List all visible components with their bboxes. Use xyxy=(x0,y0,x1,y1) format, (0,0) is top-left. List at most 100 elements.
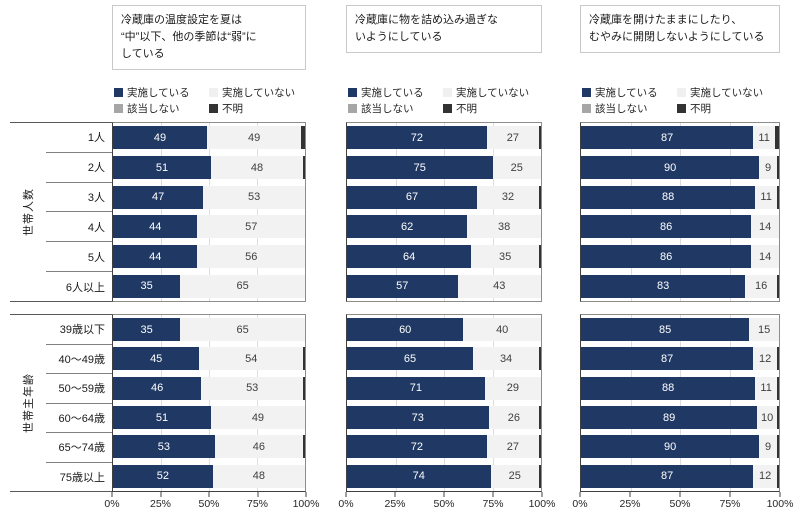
axis-tick xyxy=(160,492,161,497)
legend-label: 実施している xyxy=(127,87,190,99)
legend-label: 実施していない xyxy=(690,87,764,99)
axis-tick xyxy=(208,492,210,497)
bar-row: 67 32 xyxy=(347,182,541,212)
legend-item: 実施している xyxy=(348,85,443,100)
axis-tick xyxy=(541,492,543,497)
bar-rows: 49 49 51 48 47 53 44 57 44 56 35 65 xyxy=(113,123,305,301)
bar-segment-not-implemented: 25 xyxy=(490,464,540,488)
stacked-bar: 65 34 xyxy=(347,347,541,371)
bar-value-label: 51 xyxy=(155,411,169,424)
bar-value-label: 87 xyxy=(661,470,674,483)
bar-value-label: 51 xyxy=(155,161,169,174)
axis-tick-label: 75% xyxy=(482,498,504,510)
bar-value-label: 45 xyxy=(150,352,163,365)
bar-value-label: 85 xyxy=(659,323,672,336)
chart-panel-door-opening: 冷蔵庫を開けたままにしたり、 むやみに開閉しないようにしている 実施している 実施… xyxy=(572,0,793,520)
bar-segment-implemented: 35 xyxy=(113,274,181,298)
bar-value-label: 9 xyxy=(765,161,772,174)
bar-row: 64 35 xyxy=(347,242,541,272)
bar-segment-other xyxy=(539,435,541,459)
bar-segment-not-implemented: 27 xyxy=(486,126,540,150)
bar-value-label: 43 xyxy=(493,280,506,293)
bar-segment-implemented: 75 xyxy=(347,156,493,179)
bar-value-label: 53 xyxy=(247,191,261,204)
bar-segment-implemented: 90 xyxy=(581,156,760,179)
gridline xyxy=(680,315,681,491)
bar-segment-not-implemented: 12 xyxy=(753,464,777,488)
stacked-bar: 85 15 xyxy=(581,318,779,342)
bar-segment-implemented: 87 xyxy=(581,126,754,150)
bar-segment-implemented: 71 xyxy=(347,376,485,400)
bar-value-label: 46 xyxy=(252,440,266,453)
axis-tick-label: 100% xyxy=(528,498,556,510)
bar-value-label: 25 xyxy=(508,470,521,483)
bar-row: 72 27 xyxy=(347,123,541,153)
bar-segment-implemented: 52 xyxy=(113,464,213,488)
bar-rows: 72 27 75 25 67 32 62 38 64 35 57 43 xyxy=(347,123,541,301)
stacked-bar: 86 14 xyxy=(581,215,779,239)
chart-title: 冷蔵庫に物を詰め込み過ぎな いようにしている xyxy=(346,5,542,54)
plot-area: 85 15 87 12 88 11 89 10 90 9 87 12 xyxy=(580,314,780,492)
legend-item: 不明 xyxy=(443,101,542,116)
stacked-bar: 87 12 xyxy=(581,464,779,488)
stacked-bar: 57 43 xyxy=(347,274,541,298)
bar-segment-implemented: 51 xyxy=(113,156,211,179)
chart-title: 冷蔵庫の温度設定を夏は “中”以下、他の季節は“弱”に している xyxy=(112,5,306,71)
bar-row: 88 11 xyxy=(581,374,779,403)
group-label: 世帯人数 xyxy=(23,188,35,236)
bar-segment-implemented: 83 xyxy=(581,274,746,298)
x-axis: 0% 25% 50% 75% 100% xyxy=(104,492,319,516)
bar-segment-implemented: 86 xyxy=(581,215,752,239)
bar-value-label: 11 xyxy=(760,191,772,204)
stacked-bar: 35 65 xyxy=(113,318,305,342)
axis-tick xyxy=(345,492,347,497)
bar-value-label: 88 xyxy=(661,191,675,204)
gridline xyxy=(492,123,494,301)
bar-value-label: 89 xyxy=(662,411,676,424)
bar-row: 51 49 xyxy=(113,403,305,432)
bar-value-label: 16 xyxy=(755,280,768,293)
bar-segment-not-implemented: 11 xyxy=(753,126,776,150)
bar-value-label: 35 xyxy=(140,280,153,293)
bar-value-label: 65 xyxy=(236,323,249,336)
group-label-cell: 世帯主年齢 xyxy=(10,315,46,491)
bar-value-label: 90 xyxy=(663,440,677,453)
chart-title: 冷蔵庫を開けたままにしたり、 むやみに開閉しないようにしている xyxy=(580,5,780,54)
bar-segment-implemented: 87 xyxy=(581,347,754,371)
plot-area: 60 40 65 34 71 29 73 26 72 27 74 25 xyxy=(346,314,542,492)
bar-value-label: 27 xyxy=(506,131,519,144)
bar-segment-not-implemented: 46 xyxy=(214,435,304,459)
bar-value-label: 46 xyxy=(151,382,164,395)
bar-value-label: 9 xyxy=(765,440,772,453)
stacked-bar: 45 54 xyxy=(113,347,305,371)
chart-panel-overfilling: 冷蔵庫に物を詰め込み過ぎな いようにしている 実施している 実施していない 該当しな… xyxy=(338,0,555,520)
bar-value-label: 71 xyxy=(409,382,422,395)
bar-segment-implemented: 87 xyxy=(581,464,754,488)
axis-tick-label: 50% xyxy=(198,498,220,510)
stacked-bar: 44 56 xyxy=(113,245,305,269)
bar-segment-not-implemented: 53 xyxy=(203,185,305,209)
axis-tick-label: 100% xyxy=(766,498,794,510)
bar-segment-implemented: 44 xyxy=(113,215,198,239)
axis-tick xyxy=(111,492,113,497)
bar-row: 89 10 xyxy=(581,403,779,432)
bar-value-label: 15 xyxy=(758,323,771,336)
bar-row: 44 57 xyxy=(113,212,305,242)
bar-segment-other xyxy=(539,185,541,209)
bar-value-label: 56 xyxy=(245,250,258,263)
legend-item: 該当しない xyxy=(582,101,677,116)
bar-segment-implemented: 67 xyxy=(347,185,477,209)
bar-segment-implemented: 46 xyxy=(113,376,202,400)
bar-value-label: 27 xyxy=(506,440,519,453)
bar-value-label: 47 xyxy=(151,191,165,204)
category-label: 2人 xyxy=(46,153,112,183)
bar-value-label: 44 xyxy=(149,250,162,263)
legend-item: 実施している xyxy=(114,85,209,100)
category-axis-household-size: 世帯人数 1人 2人 3人 4人 5人 6人以上 xyxy=(10,122,112,302)
stacked-bar: 67 32 xyxy=(347,185,541,209)
bar-segment-not-implemented: 35 xyxy=(471,245,540,269)
bar-segment-other xyxy=(775,126,779,150)
legend-item: 不明 xyxy=(677,101,780,116)
axis-tick-label: 25% xyxy=(384,498,406,510)
